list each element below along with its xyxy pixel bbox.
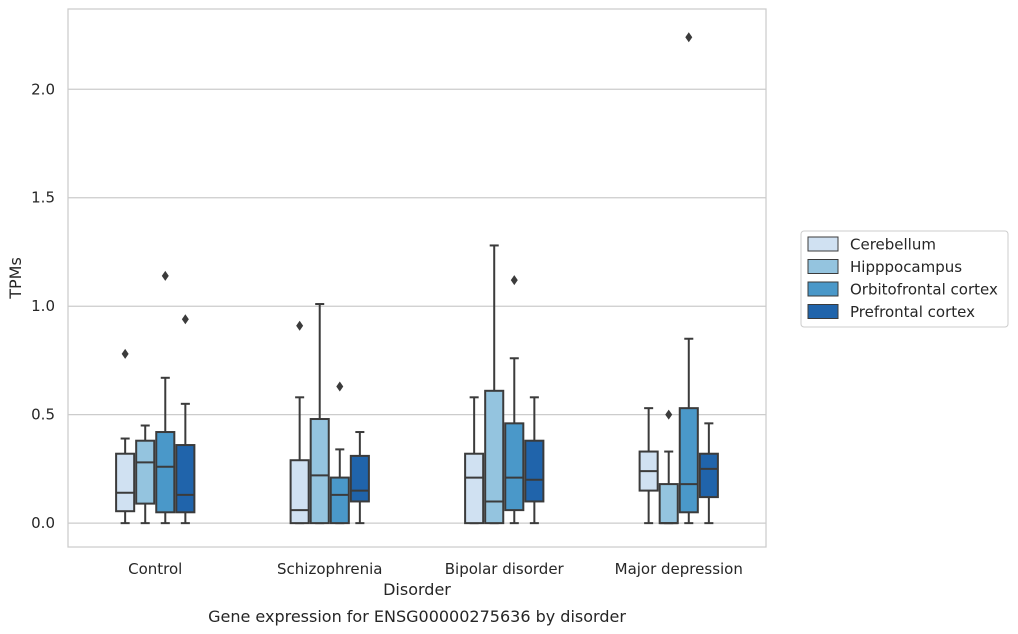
box-group <box>309 303 330 525</box>
box-group <box>329 381 350 525</box>
box <box>349 454 370 503</box>
outlier-point <box>121 348 129 359</box>
box-group <box>638 407 659 525</box>
box <box>115 452 136 513</box>
box <box>484 389 505 525</box>
box-group <box>135 424 156 525</box>
legend-label: Hipppocampus <box>850 258 962 276</box>
box-group <box>115 348 136 525</box>
y-tick-label: 0.0 <box>31 514 55 532</box>
box <box>698 452 719 499</box>
legend-frame <box>800 230 1009 328</box>
y-tick-label: 0.5 <box>31 406 55 424</box>
box <box>289 459 310 525</box>
box <box>464 452 485 525</box>
outlier-point <box>161 270 169 281</box>
box <box>175 444 196 514</box>
plot-area-frame <box>67 8 767 548</box>
chart-caption: Gene expression for ENSG00000275636 by d… <box>208 607 626 626</box>
box-group <box>349 431 370 525</box>
outlier-point <box>181 314 189 325</box>
box <box>658 483 679 525</box>
x-tick-label: Major depression <box>615 560 743 578</box>
box-group <box>155 270 176 525</box>
legend-label: Orbitofrontal cortex <box>850 281 998 299</box>
box-group <box>524 396 545 525</box>
x-tick-label: Schizophrenia <box>277 560 382 578</box>
legend-swatch <box>807 236 839 252</box>
box-group <box>698 422 719 525</box>
outlier-point <box>336 381 344 392</box>
outlier-point <box>665 409 673 420</box>
legend-swatch <box>807 304 839 319</box>
box <box>678 407 699 514</box>
box <box>155 431 176 514</box>
box-group <box>678 32 699 525</box>
outlier-point <box>685 32 693 43</box>
y-axis-ticks: 0.0 0.5 1.0 1.5 2.0 <box>31 80 55 532</box>
legend-swatch <box>807 259 839 274</box>
box <box>135 439 156 505</box>
box-group <box>289 320 310 525</box>
y-tick-label: 2.0 <box>31 80 55 98</box>
box <box>329 476 350 525</box>
legend-items: Cerebellum Hipppocampus Orbitofrontal cort… <box>807 236 998 321</box>
outlier-point <box>296 320 304 331</box>
box-group <box>464 396 485 525</box>
legend-label: Prefrontal cortex <box>850 303 975 321</box>
y-tick-label: 1.0 <box>31 297 55 315</box>
box-group <box>484 244 505 525</box>
outlier-point <box>510 275 518 286</box>
box <box>504 422 525 512</box>
y-tick-label: 1.5 <box>31 189 55 207</box>
legend: Cerebellum Hipppocampus Orbitofrontal cort… <box>800 230 1009 328</box>
x-axis-label: Disorder <box>383 580 451 599</box>
y-axis-label: TPMs <box>6 257 25 300</box>
box <box>524 439 545 503</box>
boxes <box>115 32 719 525</box>
x-tick-label: Control <box>128 560 182 578</box>
x-axis-ticks: Control Schizophrenia Bipolar disorder Majo… <box>128 560 743 578</box>
box-group <box>175 314 196 525</box>
legend-swatch <box>807 281 839 297</box>
legend-label: Cerebellum <box>850 236 936 254</box>
box <box>309 418 330 525</box>
box-group <box>658 409 679 525</box>
box-group <box>504 275 525 525</box>
x-tick-label: Bipolar disorder <box>445 560 565 578</box>
